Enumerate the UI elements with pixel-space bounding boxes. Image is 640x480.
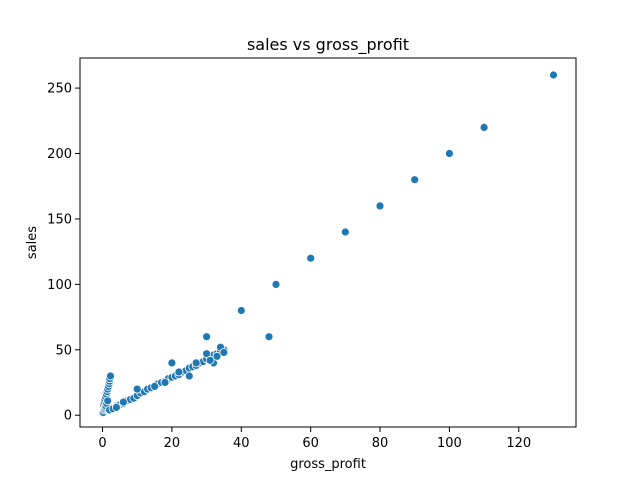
data-point xyxy=(132,384,142,394)
data-point xyxy=(106,371,115,381)
x-tick-label: 60 xyxy=(302,436,319,451)
x-tick-label: 0 xyxy=(98,436,106,451)
chart-title: sales vs gross_profit xyxy=(247,35,409,55)
data-point xyxy=(306,253,316,263)
x-tick-label: 120 xyxy=(506,436,531,451)
data-point xyxy=(160,378,170,387)
x-axis-label: gross_profit xyxy=(290,457,366,472)
data-point xyxy=(112,402,121,412)
y-tick-label: 0 xyxy=(64,409,72,424)
data-point xyxy=(212,351,222,361)
data-point xyxy=(375,201,385,211)
data-point xyxy=(219,347,229,357)
data-points xyxy=(98,70,558,418)
data-point xyxy=(119,397,128,407)
data-point xyxy=(191,358,201,368)
data-point xyxy=(184,371,194,381)
x-tick-label: 40 xyxy=(233,436,250,451)
data-point xyxy=(549,70,558,80)
data-point xyxy=(167,358,177,368)
data-point xyxy=(410,175,420,185)
data-point xyxy=(271,279,281,289)
data-point xyxy=(202,332,212,342)
data-point xyxy=(205,355,215,365)
x-axis-ticks: 0 20 40 60 80 100 120 xyxy=(98,427,531,451)
y-axis-ticks: 0 50 100 150 200 250 xyxy=(47,82,80,424)
y-tick-label: 150 xyxy=(47,212,72,227)
x-tick-label: 20 xyxy=(164,436,181,451)
data-point xyxy=(264,332,274,342)
y-tick-label: 200 xyxy=(47,147,72,162)
y-axis-label: sales xyxy=(25,226,40,259)
data-point xyxy=(103,396,113,406)
y-tick-label: 100 xyxy=(47,278,72,293)
y-tick-label: 50 xyxy=(55,343,72,358)
data-point xyxy=(479,123,489,132)
data-point xyxy=(340,227,350,237)
x-tick-label: 100 xyxy=(437,436,462,451)
x-tick-label: 80 xyxy=(372,436,389,451)
data-point xyxy=(236,306,246,315)
data-point xyxy=(444,149,454,158)
data-point xyxy=(174,367,184,377)
data-point xyxy=(150,381,160,391)
plot-frame xyxy=(79,57,577,428)
y-tick-label: 250 xyxy=(47,82,72,97)
